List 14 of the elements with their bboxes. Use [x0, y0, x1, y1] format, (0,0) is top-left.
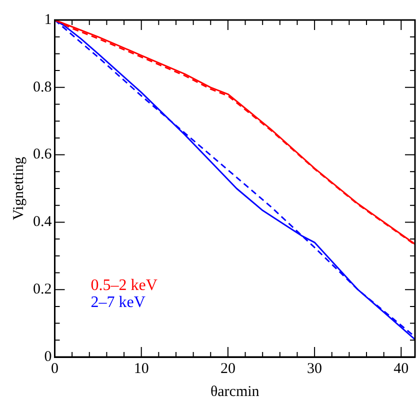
x-tick-label: 40 [394, 360, 409, 377]
x-tick-label: 30 [307, 360, 322, 377]
text: 2–7 keV [90, 294, 146, 311]
y-tick-label: 0.4 [33, 214, 52, 230]
x-axis-title: θarcmin [210, 384, 260, 400]
x-tick-label: 10 [134, 360, 149, 377]
text: 0.5–2 keV [90, 277, 158, 294]
x-tick-label: 20 [220, 360, 236, 377]
y-tick-label: 0.2 [33, 282, 52, 298]
y-tick-label: 0.8 [33, 79, 52, 96]
y-tick-label: 1 [44, 12, 52, 28]
y-tick-label: 0.6 [33, 146, 52, 163]
y-tick-label: 0 [44, 348, 52, 365]
y-axis-title: Vignetting [10, 156, 27, 220]
